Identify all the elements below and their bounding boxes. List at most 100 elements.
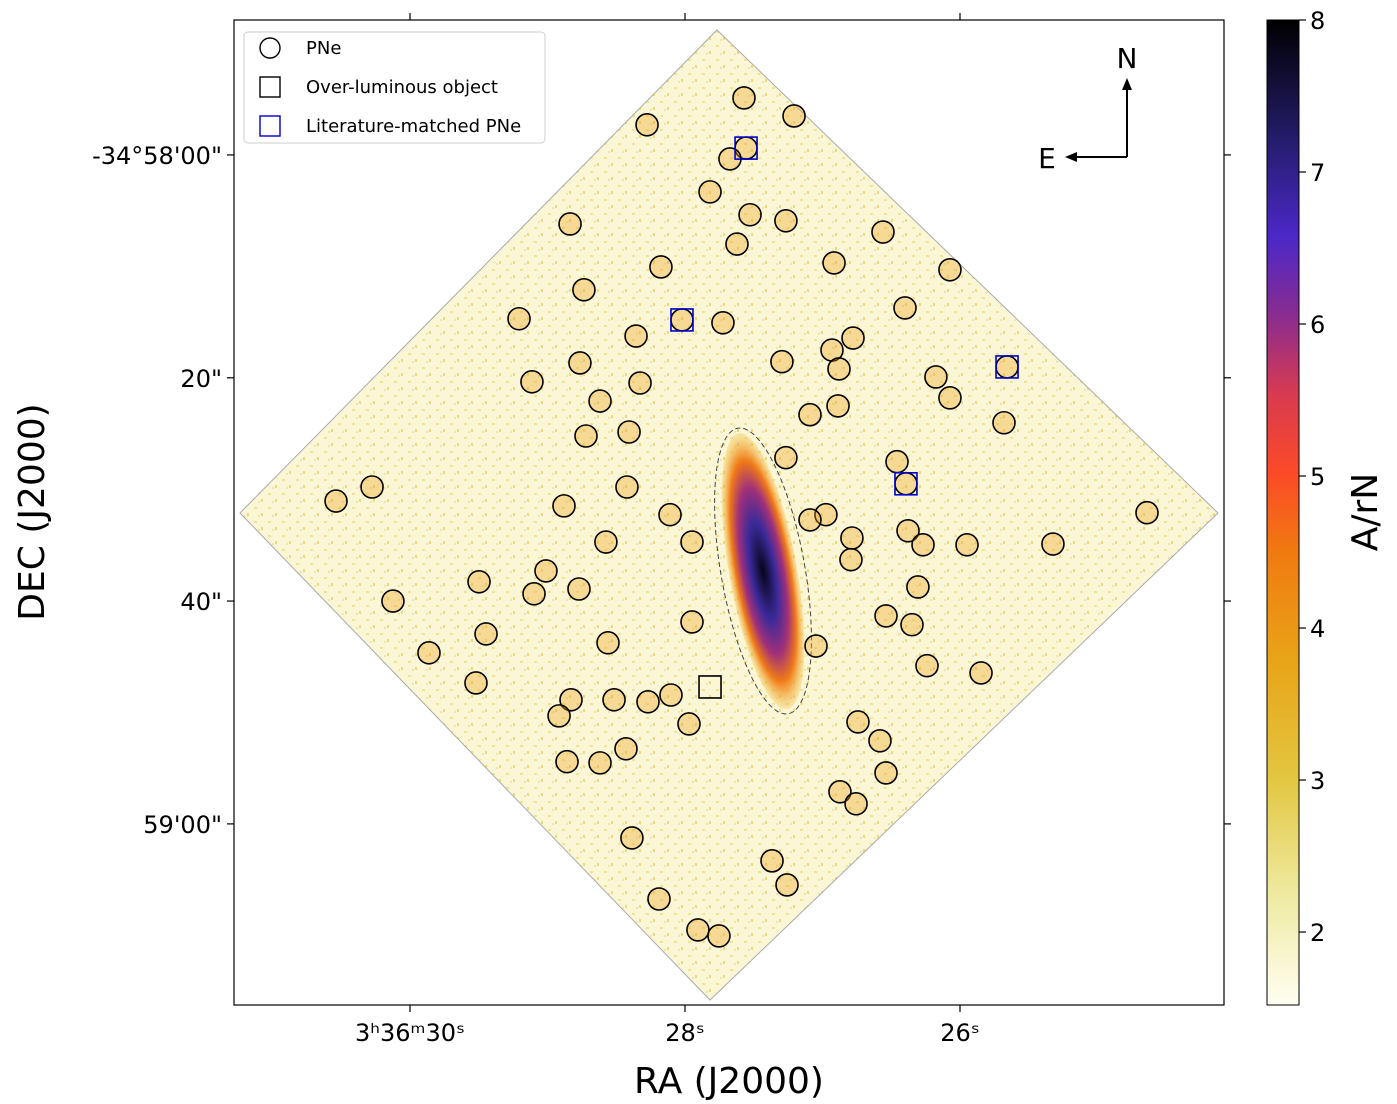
pne-marker	[732, 86, 756, 110]
pne-marker	[827, 357, 851, 381]
pne-marker	[620, 826, 644, 850]
pne-marker	[615, 475, 639, 499]
plot-frame	[233, 19, 1225, 1006]
y-axis-label: DEC (J2000)	[12, 403, 53, 620]
pne-marker	[670, 308, 694, 332]
pne-marker	[798, 402, 822, 427]
pne-marker	[464, 671, 488, 695]
pne-marker	[624, 324, 648, 348]
pne-marker	[628, 371, 652, 395]
legend	[243, 31, 546, 144]
square-marker	[995, 355, 1019, 379]
north-label: N	[1117, 42, 1138, 75]
pne-marker	[467, 569, 491, 594]
pne-marker	[677, 712, 701, 736]
colorbar-tick-label: 5	[1310, 463, 1325, 491]
pne-marker	[707, 924, 731, 948]
x-tick-label: 28ˢ	[665, 1019, 705, 1047]
pne-marker	[846, 710, 870, 734]
pne-marker	[868, 728, 892, 753]
square-marker	[734, 136, 758, 160]
pne-marker	[596, 631, 620, 655]
pne-marker	[636, 690, 660, 714]
pne-marker	[417, 641, 441, 665]
colorbar-tick-label: 6	[1310, 311, 1325, 339]
pne-marker	[844, 792, 868, 816]
legend-label: Over-luminous object	[306, 77, 498, 98]
y-tick-label: -34°58'00"	[92, 142, 222, 170]
pne-marker	[992, 410, 1016, 435]
legend-symbol	[259, 76, 281, 98]
square-marker	[894, 471, 918, 496]
pne-marker	[680, 530, 704, 554]
legend-label: Literature-matched PNe	[306, 116, 521, 137]
galaxy	[721, 433, 805, 709]
pne-marker	[680, 610, 704, 634]
pne-marker	[360, 475, 384, 499]
pne-marker	[649, 255, 673, 279]
pne-marker	[534, 559, 558, 583]
pne-marker	[1041, 532, 1065, 556]
pne-marker	[568, 351, 592, 375]
pne-marker	[658, 502, 682, 527]
pne-marker	[839, 547, 863, 572]
pne-marker	[911, 533, 935, 557]
pne-marker	[938, 257, 962, 282]
pne-marker	[906, 575, 930, 599]
x-tick-label: 3ʰ36ᵐ30ˢ	[355, 1019, 465, 1047]
y-tick-label: 20"	[180, 365, 222, 393]
pne-marker	[647, 887, 671, 911]
pne-marker	[588, 751, 612, 775]
square-marker	[670, 308, 694, 332]
pne-marker	[555, 749, 579, 774]
pne-marker	[969, 661, 993, 685]
x-tick-label: 26ˢ	[940, 1019, 980, 1047]
pne-marker	[770, 349, 794, 374]
pne-marker	[520, 369, 544, 394]
pne-marker	[893, 296, 917, 320]
pne-marker	[874, 604, 898, 628]
pne-marker	[711, 310, 735, 335]
pne-marker	[381, 589, 405, 613]
pne-marker	[567, 577, 591, 601]
legend-label: PNe	[306, 38, 341, 59]
colorbar-tick-label: 7	[1310, 159, 1325, 187]
pne-marker	[774, 208, 798, 233]
pne-marker	[826, 394, 850, 418]
compass: N E	[1038, 42, 1137, 175]
y-tick-label: 59'00"	[143, 811, 222, 839]
pne-marker	[522, 582, 546, 606]
north-arrowhead	[1122, 78, 1132, 90]
colorbar-tick-label: 4	[1310, 615, 1325, 643]
pne-marker	[1135, 500, 1159, 525]
pne-marker	[594, 530, 618, 554]
pne-marker	[804, 634, 828, 658]
colorbar-tick-label: 8	[1310, 7, 1325, 35]
pne-marker	[885, 449, 909, 474]
east-label: E	[1038, 142, 1056, 175]
pne-marker	[924, 365, 948, 389]
pne-marker	[798, 508, 822, 532]
pne-marker	[474, 622, 498, 646]
pne-marker	[900, 612, 924, 637]
pne-marker	[602, 688, 626, 712]
pne-marker	[915, 653, 939, 678]
pne-marker	[840, 526, 864, 550]
pne-marker	[574, 424, 598, 448]
east-arrowhead	[1065, 152, 1077, 162]
pne-marker	[614, 737, 638, 761]
pne-marker	[894, 471, 918, 496]
pne-marker	[686, 918, 710, 942]
pne-marker	[635, 113, 659, 137]
pne-marker	[896, 518, 920, 543]
pne-marker	[828, 779, 852, 804]
pne-marker	[995, 355, 1019, 379]
galaxy-ellipse	[714, 427, 812, 715]
pne-marker	[659, 683, 683, 707]
pne-marker	[507, 306, 531, 331]
colorbar-label: A/rN	[1345, 473, 1386, 552]
pne-marker	[324, 489, 348, 513]
pne-marker	[588, 389, 612, 413]
pne-marker	[559, 688, 583, 712]
pne-marker	[874, 761, 898, 785]
